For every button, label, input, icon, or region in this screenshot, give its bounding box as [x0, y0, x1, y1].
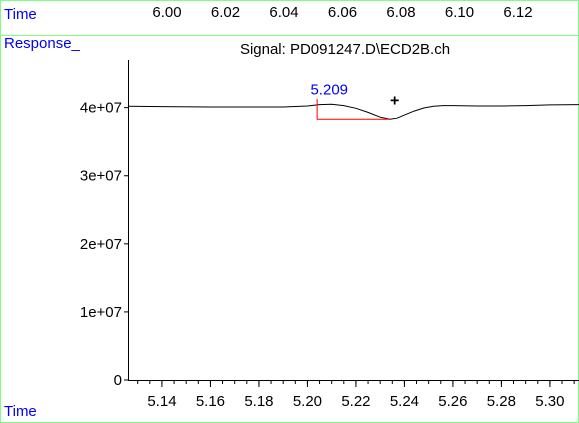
top-tick-label: 6.00 — [152, 4, 181, 21]
x-tick-label: 5.20 — [293, 393, 322, 410]
x-tick-label: 5.30 — [535, 393, 564, 410]
peak-apex-marker: + — [390, 92, 399, 109]
time-label: Time — [4, 6, 37, 23]
x-tick-label: 5.14 — [147, 393, 176, 410]
top-tick-label: 6.04 — [269, 4, 298, 21]
y-axis-ticks: 0 1e+07 2e+07 3e+07 4e+07 — [80, 100, 128, 389]
x-tick-label: 5.28 — [487, 393, 516, 410]
y-tick-label: 3e+07 — [80, 168, 122, 185]
y-tick-label: 0 — [114, 372, 122, 389]
x-tick-label: 5.22 — [341, 393, 370, 410]
bottom-time-label: Time — [4, 403, 37, 420]
x-tick-label: 5.16 — [196, 393, 225, 410]
peak-annotation: 5.209 + — [310, 81, 399, 120]
response-label: Response_ — [4, 35, 81, 52]
peak-retention-label: 5.209 — [310, 81, 348, 98]
x-tick-label: 5.26 — [438, 393, 467, 410]
top-tick-label: 6.08 — [386, 4, 415, 21]
peak-baseline — [316, 98, 390, 120]
top-tick-label: 6.10 — [445, 4, 474, 21]
top-tick-label: 6.12 — [503, 4, 532, 21]
chart-title: Signal: PD091247.D\ECD2B.ch — [240, 41, 450, 58]
x-tick-label: 5.18 — [244, 393, 273, 410]
top-tick-label: 6.02 — [211, 4, 240, 21]
y-tick-label: 4e+07 — [80, 100, 122, 117]
top-tick-label: 6.06 — [328, 4, 357, 21]
top-time-axis: 6.00 6.02 6.04 6.06 6.08 6.10 6.12 — [152, 4, 532, 21]
x-axis-ticks: 5.14 5.16 5.18 5.20 5.22 5.24 5.26 5.28 5.30 — [137, 380, 575, 410]
signal-trace — [127, 103, 579, 120]
y-tick-label: 1e+07 — [80, 304, 122, 321]
y-tick-label: 2e+07 — [80, 236, 122, 253]
x-tick-label: 5.24 — [390, 393, 419, 410]
